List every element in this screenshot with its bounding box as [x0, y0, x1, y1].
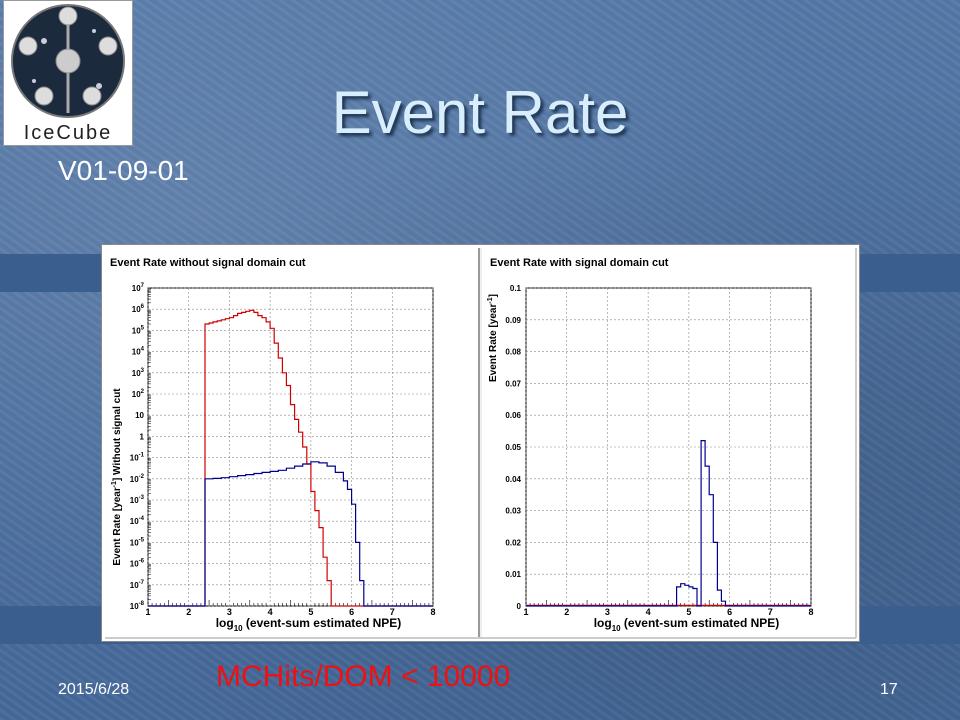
- y-tick-label: 107: [132, 283, 145, 293]
- x-axis-label: log10 (event-sum estimated NPE): [216, 616, 402, 633]
- x-tick-label: 8: [808, 607, 813, 617]
- y-tick-label: 106: [132, 304, 145, 314]
- logo-text: IceCube: [24, 122, 113, 144]
- y-tick-label: 10-6: [130, 559, 145, 569]
- y-tick-label: 0.1: [510, 284, 522, 293]
- y-tick-label: 102: [132, 389, 145, 399]
- x-tick-label: 7: [390, 607, 395, 617]
- slide-date: 2015/6/28: [58, 681, 130, 698]
- x-tick-label: 4: [268, 607, 273, 617]
- series-line-1: [148, 461, 433, 607]
- y-tick-label: 0.02: [505, 538, 521, 547]
- icecube-logo: IceCube: [3, 0, 133, 146]
- y-tick-label: 0.04: [505, 475, 521, 484]
- y-tick-label: 0.08: [505, 348, 521, 357]
- chart-title: Event Rate with signal domain cut: [490, 257, 669, 269]
- y-tick-label: 0.09: [505, 316, 521, 325]
- y-tick-label: 104: [132, 347, 145, 357]
- x-tick-label: 3: [227, 607, 232, 617]
- y-tick-label: 10-4: [130, 516, 145, 526]
- y-tick-label: 10-3: [130, 495, 145, 505]
- y-tick-label: 10-8: [130, 601, 145, 611]
- series-line-0: [148, 309, 433, 607]
- x-tick-label: 2: [186, 607, 191, 617]
- y-tick-label: 0.03: [505, 507, 521, 516]
- y-tick-label: 0.07: [505, 379, 521, 388]
- selection-note: MCHits/DOM < 10000: [216, 660, 511, 693]
- y-tick-label: 105: [132, 325, 145, 335]
- x-tick-label: 8: [430, 607, 435, 617]
- series-line-1: [526, 440, 811, 607]
- y-tick-label: 0: [517, 602, 522, 611]
- x-tick-label: 4: [646, 607, 651, 617]
- histogram-figure: Event Rate without signal domain cut 1 2 3 4…: [102, 245, 859, 641]
- y-tick-label: 1: [140, 432, 145, 441]
- x-tick-label: 5: [686, 607, 691, 617]
- y-tick-label: 10-2: [130, 474, 145, 484]
- slide-title: Event Rate: [331, 79, 629, 146]
- x-tick-label: 1: [145, 607, 150, 617]
- y-axis-label: Event Rate [year-1]: [487, 294, 499, 382]
- chart-title: Event Rate without signal domain cut: [110, 257, 306, 269]
- page-number: 17: [880, 681, 898, 698]
- version-label: V01-09-01: [58, 155, 189, 186]
- y-tick-label: 0.05: [505, 443, 521, 452]
- x-tick-label: 6: [349, 607, 354, 617]
- y-tick-label: 0.01: [505, 570, 521, 579]
- y-tick-label: 10-7: [130, 580, 145, 590]
- figure-panel: Event Rate without signal domain cut 1 2 3 4…: [101, 244, 860, 642]
- x-tick-label: 6: [727, 607, 732, 617]
- y-tick-label: 0.06: [505, 411, 521, 420]
- x-tick-label: 2: [564, 607, 569, 617]
- y-tick-label: 10-5: [130, 537, 145, 547]
- plot-frame: [525, 287, 812, 607]
- y-tick-label: 10: [135, 411, 144, 420]
- x-axis-label: log10 (event-sum estimated NPE): [594, 616, 780, 633]
- y-axis-label: Event Rate [year-1] Without signal cut: [111, 388, 123, 566]
- plot-frame: [147, 287, 434, 607]
- y-tick-label: 10-1: [130, 453, 145, 463]
- x-tick-label: 3: [605, 607, 610, 617]
- x-tick-label: 5: [308, 607, 313, 617]
- x-tick-label: 7: [768, 607, 773, 617]
- y-tick-label: 103: [132, 368, 145, 378]
- x-tick-label: 1: [523, 607, 528, 617]
